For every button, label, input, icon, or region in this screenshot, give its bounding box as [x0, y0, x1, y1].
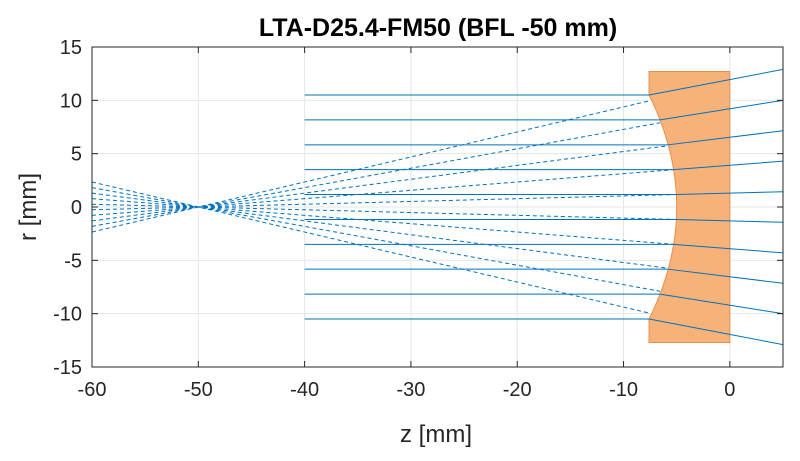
- virtual-ray: [92, 187, 661, 292]
- virtual-ray: [92, 198, 674, 245]
- x-tick-label: -50: [184, 379, 213, 401]
- x-tick-label: -40: [290, 379, 319, 401]
- refracted-ray: [676, 191, 783, 196]
- y-tick-label: -10: [53, 304, 82, 326]
- refracted-ray: [648, 68, 783, 96]
- virtual-ray: [92, 181, 650, 314]
- refracted-ray: [659, 99, 783, 121]
- y-axis-label: r [mm]: [15, 173, 42, 241]
- y-tick-label: 10: [60, 90, 82, 112]
- y-tick-label: -5: [64, 250, 82, 272]
- refracted-ray: [673, 243, 783, 254]
- virtual-ray: [92, 145, 669, 222]
- y-tick-label: 5: [71, 144, 82, 166]
- virtual-ray: [92, 192, 669, 269]
- refracted-ray: [676, 218, 783, 223]
- y-tick-label: 15: [60, 37, 82, 59]
- refracted-ray: [648, 318, 783, 346]
- refracted-ray: [673, 160, 783, 171]
- x-tick-label: -30: [396, 379, 425, 401]
- y-tick-label: 0: [71, 197, 82, 219]
- virtual-ray: [92, 169, 674, 216]
- rays: [92, 68, 783, 346]
- x-tick-label: -10: [609, 379, 638, 401]
- chart-title: LTA-D25.4-FM50 (BFL -50 mm): [259, 14, 617, 42]
- x-axis-label: z [mm]: [400, 421, 472, 448]
- refracted-ray: [659, 293, 783, 315]
- x-tick-label: -20: [503, 379, 532, 401]
- y-tick-label: -15: [53, 357, 82, 379]
- virtual-ray: [92, 122, 661, 227]
- virtual-ray: [92, 100, 650, 233]
- x-tick-label: -60: [78, 379, 107, 401]
- refracted-ray: [668, 268, 783, 284]
- x-tick-label: 0: [724, 379, 735, 401]
- refracted-ray: [668, 130, 783, 146]
